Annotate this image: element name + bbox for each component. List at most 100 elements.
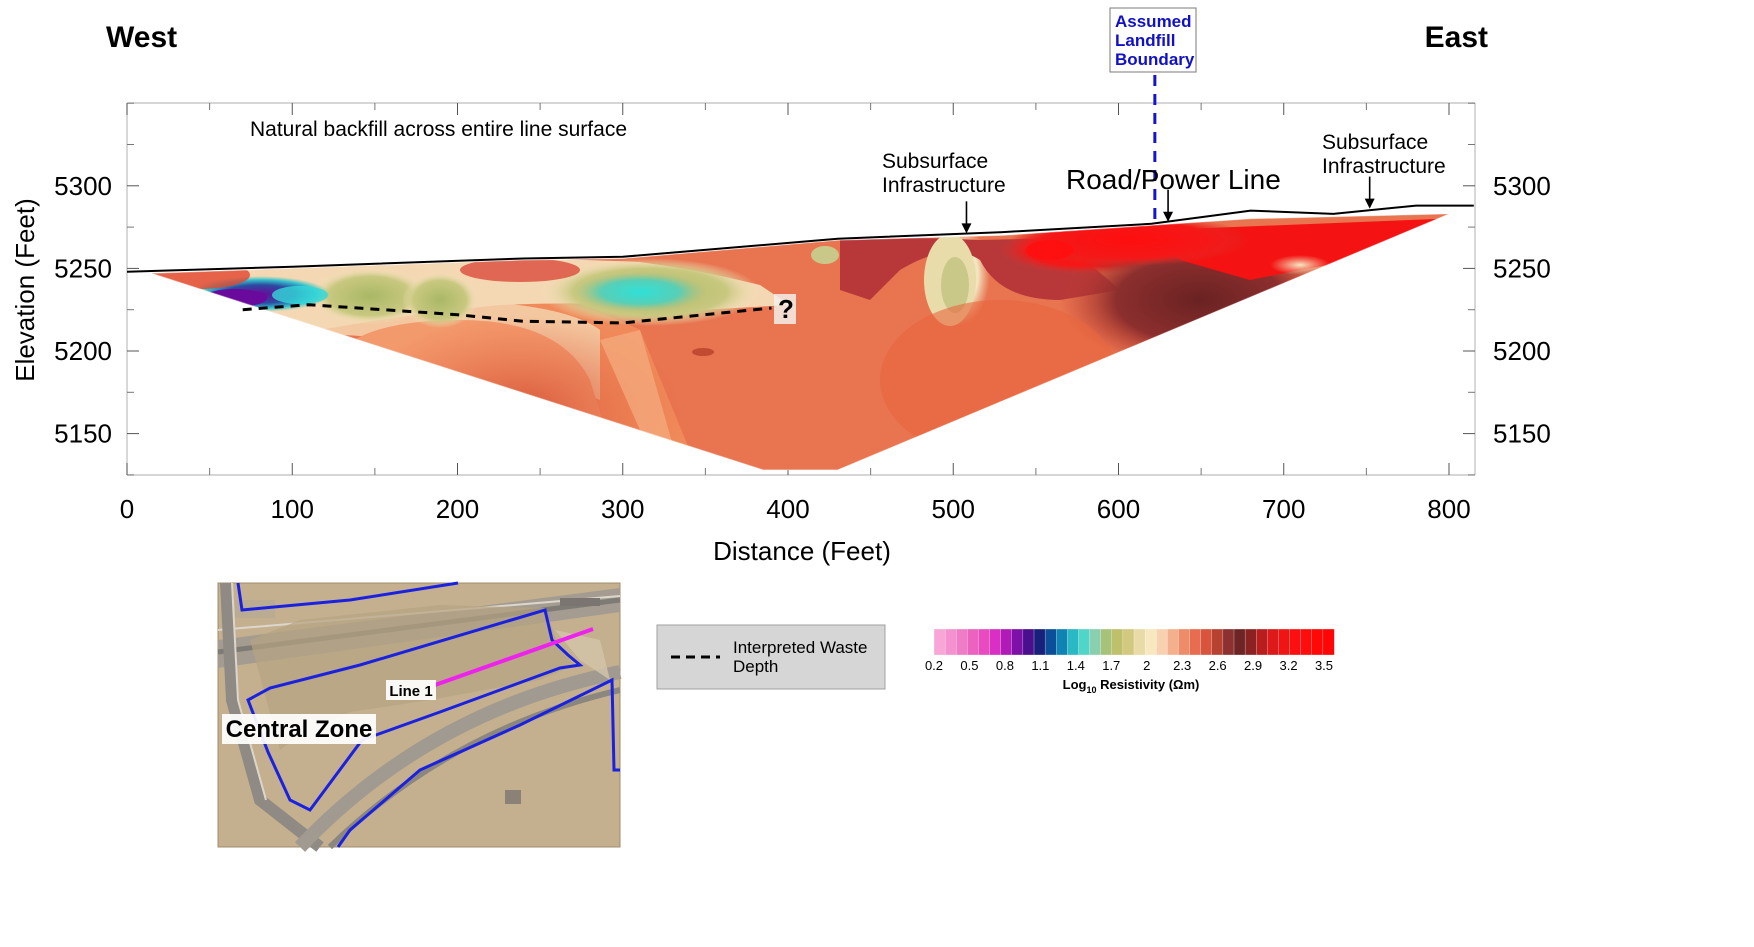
colorbar xyxy=(933,628,1335,656)
colorbar-swatch xyxy=(1211,628,1224,656)
ground-surface-line xyxy=(126,204,1474,273)
east-label: East xyxy=(1425,21,1488,54)
colorbar-swatch xyxy=(1289,628,1302,656)
colorbar-swatch xyxy=(1044,628,1057,656)
colorbar-swatch xyxy=(967,628,979,656)
x-tick-label: 400 xyxy=(766,494,809,524)
infra-mid-label-1: Subsurface xyxy=(882,150,988,173)
plot-frame xyxy=(126,102,1476,476)
boundary-label-2: Landfill xyxy=(1115,31,1175,50)
colorbar-swatch xyxy=(1089,628,1102,656)
colorbar-swatch xyxy=(1189,628,1202,656)
colorbar-tick-labels: 0.2 0.5 0.8 1.1 1.4 1.7 2 2.3 2.6 2.9 3.2 3.5 xyxy=(925,658,1333,673)
colorbar-tick-label: 2 xyxy=(1143,658,1150,673)
colorbar-tick-label: 2.6 xyxy=(1209,658,1227,673)
annotation-arrow-head xyxy=(1364,198,1375,209)
colorbar-tick-label: 1.1 xyxy=(1031,658,1049,673)
y-tick-label-right: 5250 xyxy=(1493,253,1551,283)
colorbar-swatch xyxy=(1067,628,1079,656)
colorbar-swatch xyxy=(1078,628,1091,656)
colorbar-swatch xyxy=(1256,628,1268,656)
y-tick-labels-right: 5150 5200 5250 5300 xyxy=(1493,171,1551,449)
x-tick-label: 100 xyxy=(271,494,314,524)
colorbar-swatch xyxy=(1122,628,1135,656)
x-axis-label: Distance (Feet) xyxy=(713,536,891,566)
line-1-label: Line 1 xyxy=(389,683,432,700)
y-tick-label-right: 5300 xyxy=(1493,171,1551,201)
colorbar-swatch xyxy=(1033,628,1046,656)
colorbar-swatch xyxy=(944,628,957,656)
annotation-arrow-head xyxy=(961,223,972,234)
question-mark: ? xyxy=(778,294,794,324)
colorbar-tick-label: 3.2 xyxy=(1280,658,1298,673)
y-tick-labels-left: 5150 5200 5250 5300 xyxy=(54,171,112,449)
colorbar-swatch xyxy=(1022,628,1035,656)
legend-box: Interpreted Waste Depth xyxy=(656,624,886,690)
y-tick-label-left: 5250 xyxy=(54,253,112,283)
colorbar-tick-label: 2.3 xyxy=(1173,658,1191,673)
colorbar-tick-label: 3.5 xyxy=(1315,658,1333,673)
colorbar-swatch xyxy=(1133,628,1146,656)
colorbar-tick-label: 1.4 xyxy=(1067,658,1085,673)
infra-east-label-2: Infrastructure xyxy=(1322,155,1446,178)
colorbar-swatch xyxy=(1322,628,1335,656)
colorbar-tick-label: 0.8 xyxy=(996,658,1014,673)
question-mark-bg xyxy=(774,294,796,324)
y-axis-label: Elevation (Feet) xyxy=(10,198,40,382)
x-tick-label: 0 xyxy=(120,494,134,524)
legend-waste-label-2: Depth xyxy=(733,657,778,676)
y-tick-label-left: 5150 xyxy=(54,419,112,449)
resistivity-section xyxy=(151,213,1449,470)
colorbar-tick-label: 0.2 xyxy=(925,658,943,673)
x-tick-label: 700 xyxy=(1262,494,1305,524)
colorbar-swatch xyxy=(1100,628,1113,656)
colorbar-tick-label: 2.9 xyxy=(1244,658,1262,673)
annotation-arrow-head xyxy=(1163,211,1174,222)
x-tick-label: 300 xyxy=(601,494,644,524)
annotation-arrows xyxy=(961,176,1375,234)
colorbar-title: Log10 Resistivity (Ωm) xyxy=(1063,677,1200,695)
x-tick-labels: 0 100 200 300 400 500 600 700 800 xyxy=(120,494,1471,524)
colorbar-swatch xyxy=(1300,628,1313,656)
colorbar-swatch xyxy=(1144,628,1157,656)
colorbar-swatch xyxy=(956,628,968,656)
colorbar-swatch xyxy=(1111,628,1124,656)
west-label: West xyxy=(106,21,177,54)
infra-east-label-1: Subsurface xyxy=(1322,131,1428,154)
colorbar-swatch xyxy=(1311,628,1324,656)
colorbar-swatch xyxy=(1267,628,1279,656)
colorbar-tick-label: 0.5 xyxy=(960,658,978,673)
boundary-label-1: Assumed xyxy=(1115,12,1192,31)
colorbar-swatch xyxy=(1200,628,1213,656)
boundary-label-3: Boundary xyxy=(1115,50,1195,69)
infra-mid-label-2: Infrastructure xyxy=(882,174,1006,197)
x-tick-label: 800 xyxy=(1427,494,1470,524)
colorbar-swatch xyxy=(1000,628,1013,656)
colorbar-swatch xyxy=(989,628,1002,656)
colorbar-swatch xyxy=(1244,628,1257,656)
colorbar-swatch xyxy=(1167,628,1179,656)
section-outline xyxy=(151,213,1450,471)
colorbar-swatch xyxy=(1278,628,1291,656)
x-tick-label: 500 xyxy=(932,494,975,524)
colorbar-tick-label: 1.7 xyxy=(1102,658,1120,673)
road-power-line-label: Road/Power Line xyxy=(1066,164,1281,195)
y-tick-label-right: 5200 xyxy=(1493,336,1551,366)
central-zone-label: Central Zone xyxy=(226,716,373,743)
boundary-box xyxy=(1109,7,1197,73)
colorbar-swatch xyxy=(1156,628,1168,656)
colorbar-swatch xyxy=(1233,628,1246,656)
waste-depth-line xyxy=(242,303,772,325)
legend-waste-label-1: Interpreted Waste xyxy=(733,638,868,657)
y-tick-label-left: 5300 xyxy=(54,171,112,201)
x-tick-label: 200 xyxy=(436,494,479,524)
colorbar-swatch xyxy=(1056,628,1068,656)
colorbar-swatch xyxy=(1011,628,1024,656)
colorbar-swatch xyxy=(933,628,946,656)
colorbar-swatch xyxy=(1178,628,1191,656)
x-tick-label: 600 xyxy=(1097,494,1140,524)
colorbar-swatch xyxy=(978,628,991,656)
colorbar-swatch xyxy=(1222,628,1235,656)
inset-map: Line 1 Central Zone xyxy=(217,581,622,852)
